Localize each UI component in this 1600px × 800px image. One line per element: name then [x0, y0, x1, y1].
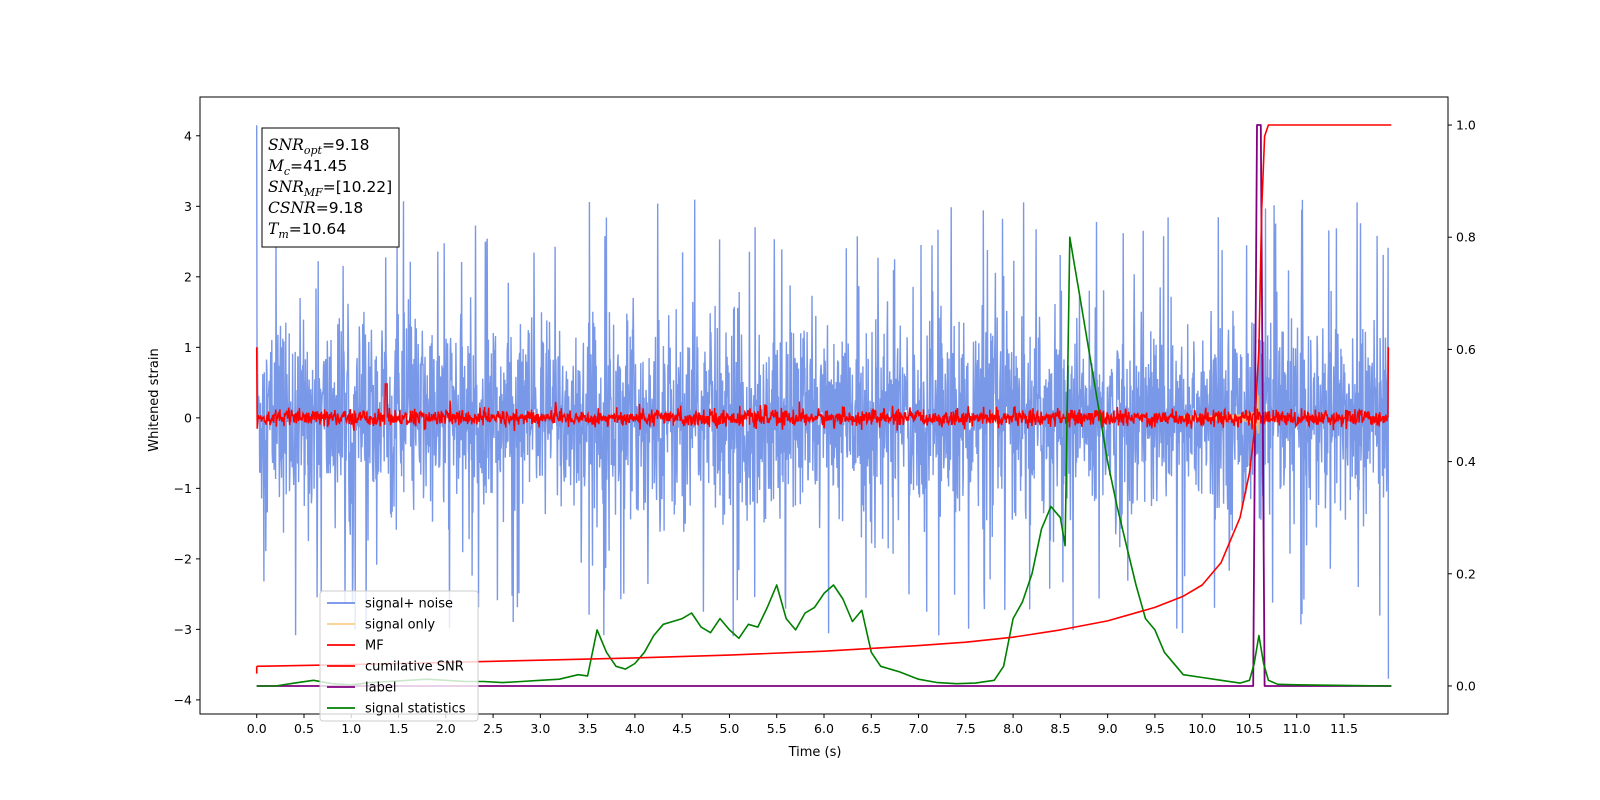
series-mf: [255, 347, 1390, 432]
y-tick-label: 3: [184, 199, 192, 214]
legend-label: signal+ noise: [365, 597, 453, 612]
x-tick-label: 0.5: [294, 721, 314, 736]
y-tick-label: 1: [184, 340, 192, 355]
y2-tick-label: 0.0: [1456, 678, 1476, 693]
x-tick-label: 9.0: [1098, 721, 1118, 736]
legend-label: label: [365, 681, 396, 696]
x-tick-label: 10.0: [1188, 721, 1216, 736]
y2-tick-label: 0.6: [1456, 342, 1476, 357]
x-tick-label: 9.5: [1145, 721, 1165, 736]
info-box-frame: [261, 127, 400, 248]
info-box-row: SNRMF=[10.22]: [268, 178, 392, 199]
legend-label: cumilative SNR: [365, 660, 464, 675]
y-tick-label: −3: [174, 622, 192, 637]
y2-tick-label: 0.8: [1456, 230, 1476, 245]
x-tick-label: 7.0: [909, 721, 929, 736]
plot-area: [255, 124, 1392, 687]
y-axis-label: Whitened strain: [147, 348, 162, 451]
info-box-row: Mc=41.45: [267, 157, 347, 178]
info-box-row: Tm=10.64: [268, 220, 346, 241]
series-signal-statistics: [256, 236, 1392, 687]
x-tick-label: 0.0: [247, 721, 267, 736]
x-tick-label: 1.5: [389, 721, 409, 736]
y-tick-label: −4: [174, 692, 192, 707]
x-tick-label: 1.0: [341, 721, 361, 736]
x-tick-label: 11.5: [1330, 721, 1358, 736]
info-box: SNRopt=9.18Mc=41.45SNRMF=[10.22]CSNR=9.1…: [261, 127, 400, 248]
axes: 0.0 0.5 1.0 1.5 2.0 2.5 3.0 3.5 4.0 4.5 5.0 5.5 6.0 6…: [174, 96, 1476, 736]
x-tick-label: 3.5: [578, 721, 598, 736]
x-tick-label: 5.0: [720, 721, 740, 736]
series-signal-noise: [256, 125, 1390, 679]
x-tick-label: 6.5: [861, 721, 881, 736]
x-tick-label: 4.0: [625, 721, 645, 736]
legend-frame: [319, 590, 479, 722]
x-tick-label: 3.0: [530, 721, 550, 736]
series-label: [256, 124, 1392, 687]
x-tick-label: 8.5: [1050, 721, 1070, 736]
x-tick-label: 5.5: [767, 721, 787, 736]
x-tick-label: 7.5: [956, 721, 976, 736]
x-tick-label: 2.5: [483, 721, 503, 736]
info-box-row: SNRopt=9.18: [268, 136, 369, 157]
y-tick-label: 2: [184, 269, 192, 284]
x-tick-label: 2.0: [436, 721, 456, 736]
y-tick-label: −1: [174, 481, 192, 496]
info-box-row: CSNR=9.18: [268, 199, 363, 217]
legend-label: signal only: [365, 618, 435, 633]
series-cumulative-snr: [256, 124, 1392, 668]
legend: signal+ noise signal only MF cumilative SNR…: [319, 590, 479, 722]
x-tick-label: 10.5: [1236, 721, 1264, 736]
x-tick-label: 4.5: [672, 721, 692, 736]
x-tick-label: 8.0: [1003, 721, 1023, 736]
y-tick-label: −2: [174, 551, 192, 566]
x-tick-label: 6.0: [814, 721, 834, 736]
legend-label: MF: [365, 639, 384, 654]
legend-label: signal statistics: [365, 702, 466, 717]
y-tick-label: 0: [184, 410, 192, 425]
x-tick-label: 11.0: [1283, 721, 1311, 736]
y2-tick-label: 0.4: [1456, 454, 1476, 469]
y-tick-label: 4: [184, 128, 192, 143]
y2-tick-label: 0.2: [1456, 566, 1476, 581]
x-axis-label: Time (s): [788, 745, 842, 760]
y2-tick-label: 1.0: [1456, 118, 1476, 133]
